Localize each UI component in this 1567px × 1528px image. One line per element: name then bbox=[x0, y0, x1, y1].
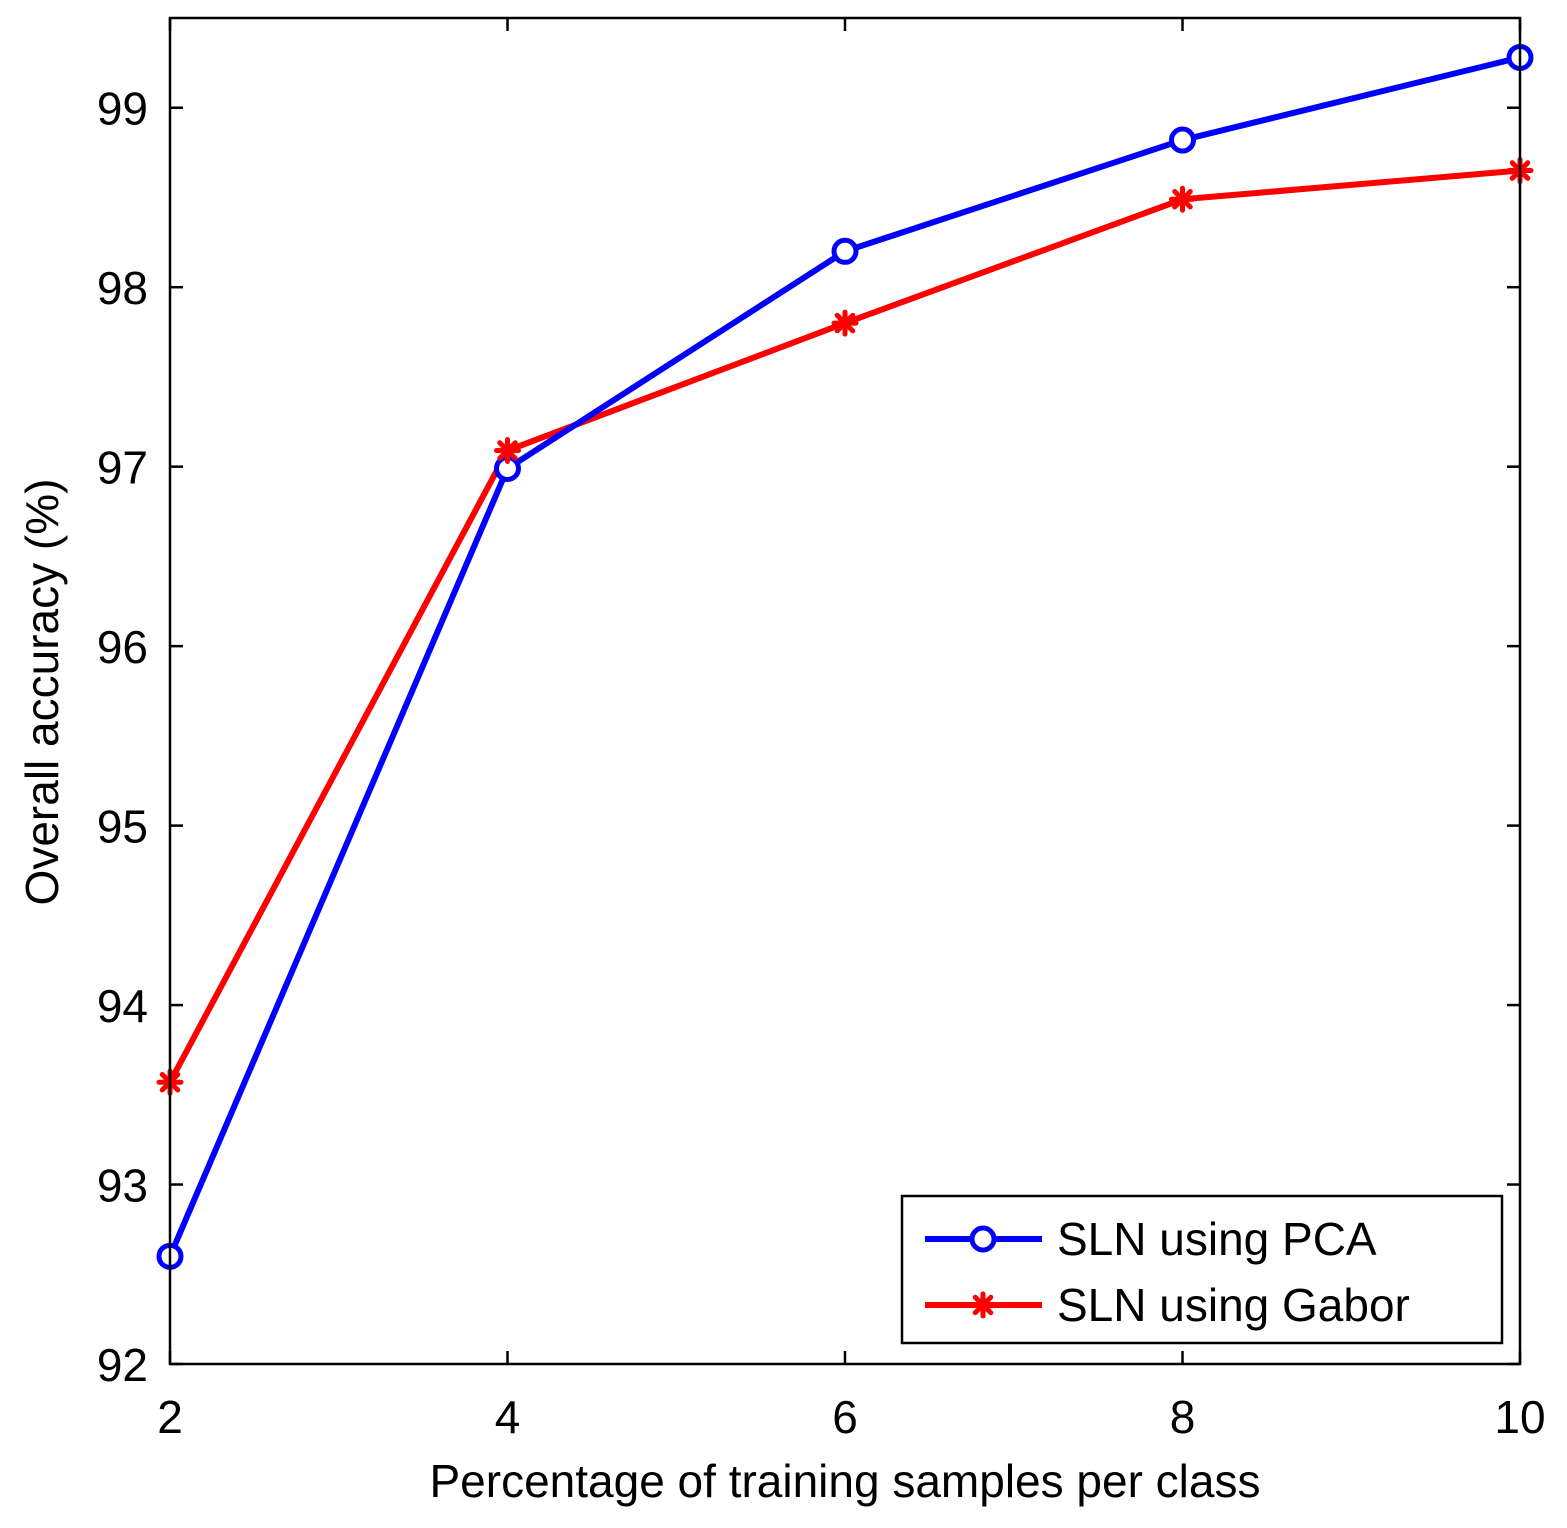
legend-label-pca: SLN using PCA bbox=[1057, 1213, 1377, 1265]
y-tick-label: 96 bbox=[97, 621, 148, 673]
plot-area bbox=[170, 18, 1520, 1364]
data-point-sln-using-pca bbox=[1169, 126, 1196, 154]
y-tick-label: 98 bbox=[97, 262, 148, 314]
legend: SLN using PCA SLN using Gabor bbox=[900, 1194, 1504, 1345]
y-tick-label: 92 bbox=[97, 1339, 148, 1391]
x-axis-title: Percentage of training samples per class bbox=[430, 1455, 1261, 1507]
legend-marker-pca bbox=[969, 1225, 997, 1253]
legend-star-glyph bbox=[969, 1291, 997, 1319]
x-tick-label: 4 bbox=[495, 1391, 521, 1443]
x-tick-label: 2 bbox=[157, 1391, 183, 1443]
data-point-sln-using-gabor bbox=[831, 309, 859, 337]
x-tick-label: 10 bbox=[1494, 1391, 1545, 1443]
x-tick-label: 8 bbox=[1170, 1391, 1196, 1443]
plot-frame bbox=[168, 16, 1522, 1366]
tick-labels: 2 4 6 8 10 92 93 94 95 96 97 98 99 bbox=[97, 83, 1546, 1443]
y-tick-label: 93 bbox=[97, 1160, 148, 1212]
y-tick-label: 94 bbox=[97, 980, 148, 1032]
y-tick-label: 95 bbox=[97, 801, 148, 853]
y-tick-label: 97 bbox=[97, 442, 148, 494]
y-axis-title: Overall accuracy (%) bbox=[16, 479, 68, 906]
y-tick-label: 99 bbox=[97, 83, 148, 135]
legend-marker-gabor bbox=[969, 1291, 997, 1319]
legend-box bbox=[900, 1194, 1504, 1345]
x-tick-label: 6 bbox=[832, 1391, 858, 1443]
data-point-sln-using-gabor bbox=[494, 437, 521, 465]
legend-label-gabor: SLN using Gabor bbox=[1057, 1279, 1410, 1331]
data-point-sln-using-gabor bbox=[1169, 185, 1196, 213]
data-point-sln-using-pca bbox=[831, 237, 859, 265]
